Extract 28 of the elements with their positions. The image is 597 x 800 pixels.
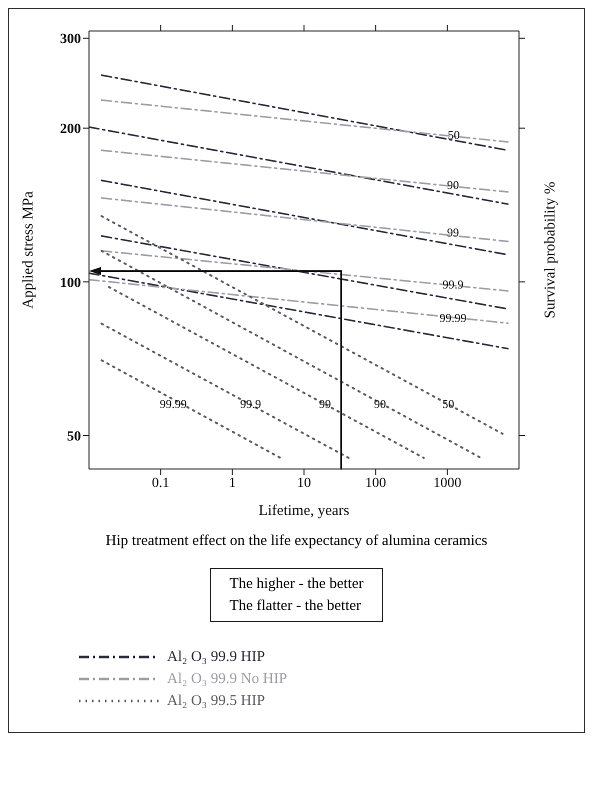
annotation: 99.9 [240,397,262,412]
annotation: 50 [442,397,454,412]
y-tick-label: 50 [67,430,81,445]
x-tick-label: 1000 [433,476,462,491]
y-tick-label: 300 [60,32,81,48]
x-tick-label: 0.1 [152,476,170,491]
x-tick-label: 10 [297,476,311,491]
annotation: 99.99 [160,397,187,412]
annotation: 90 [374,397,386,412]
text: The flatter - the better [229,597,362,616]
annotation: 99.99 [440,311,467,326]
y-tick-label: 200 [60,122,81,138]
text: Al₂ O₃ 99.9 No HIP [167,670,288,688]
annotation: 50 [448,128,460,142]
annotation: 99 [318,397,331,412]
annotation: 99 [447,226,460,240]
text: The higher - the better [229,575,364,594]
y-tick-label: 100 [60,276,81,291]
annotation: 90 [447,178,460,192]
x-tick-label: 1 [228,476,236,491]
text: Al₂ O₃ 99.5 HIP [167,692,265,710]
text: Hip treatment effect on the life expectancy of alumina ceramics [104,533,488,550]
y-axis-title: Applied stress MPa [20,190,36,309]
x-tick-label: 100 [365,476,386,491]
x-axis-title: Lifetime, years [258,503,350,519]
annotation: 99.9 [442,277,464,292]
text: Al₂ O₃ 99.9 HIP [167,648,265,666]
y2-axis-title: Survival probability % [542,182,558,318]
